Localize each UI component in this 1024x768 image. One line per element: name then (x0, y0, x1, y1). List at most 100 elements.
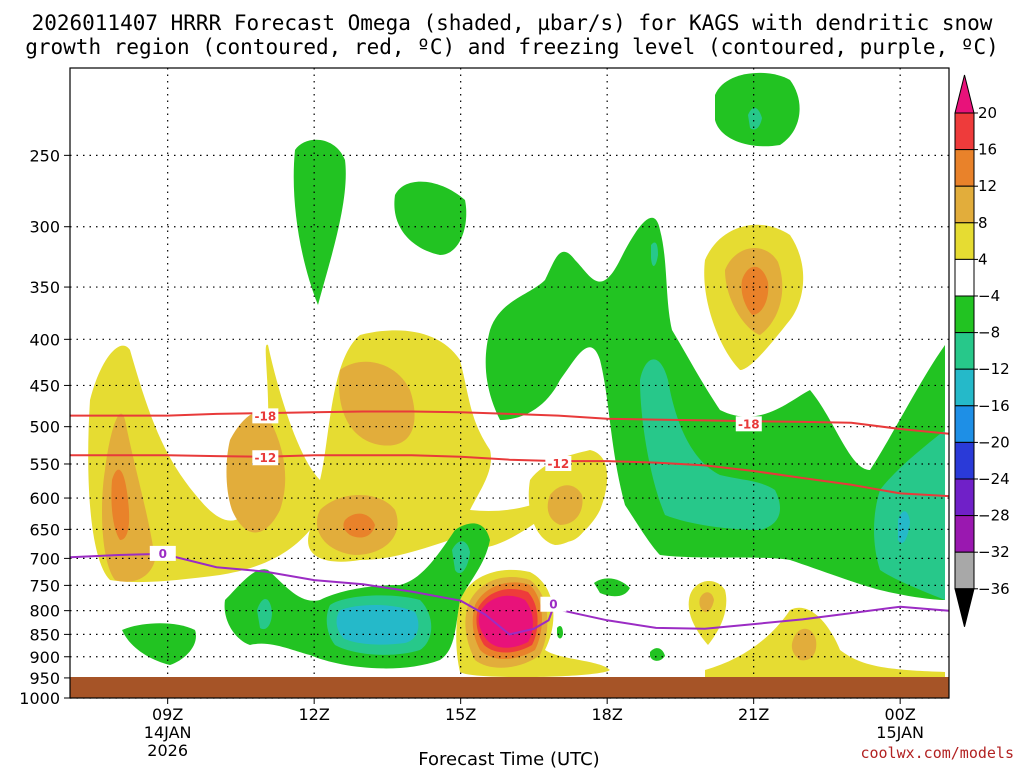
contour-label-bg (735, 416, 762, 432)
colorbar-top-arrow (954, 74, 975, 114)
plot-frame (69, 67, 950, 699)
shade-down-bottom-mid-3 (336, 604, 419, 645)
colorbar-bin (954, 551, 975, 590)
x-tick-label: 09Z (152, 705, 183, 724)
y-tick-label: 850 (29, 625, 60, 644)
y-tick-label: 950 (29, 669, 60, 688)
shade-down-15z (452, 541, 470, 574)
colorbar-label: −8 (978, 324, 1000, 342)
colorbar-bin (954, 515, 975, 553)
y-tick-label: 250 (29, 146, 60, 165)
x-tick-label: 18Z (592, 705, 623, 724)
colorbar-bin (954, 149, 975, 187)
contour-label: -18 (738, 417, 760, 431)
colorbar-bin (954, 405, 975, 443)
colorbar-label: 16 (978, 141, 997, 159)
shade-up-left-mid2 (226, 411, 286, 533)
shade-down-small-c (651, 242, 658, 266)
y-tick-label: 700 (29, 549, 60, 568)
contour-label: 0 (549, 598, 557, 612)
colorbar-bin (954, 368, 975, 407)
y-axis: 250 300 350 400 450 500 550 600 650 700 750 800 850 9… (19, 146, 70, 708)
grid-lines (70, 68, 949, 699)
y-tick-label: 500 (29, 418, 60, 437)
colorbar: 20 16 12 8 4 −4 −8 −12 −16 −20 −24 −28 −32 −36 (954, 74, 1010, 627)
colorbar-bin (954, 441, 975, 480)
chart-title-line2: growth region (contoured, red, ºC) and f… (25, 35, 999, 59)
shade-up-mid-right-core (547, 485, 583, 525)
x-tick-date: 15JAN (876, 723, 924, 742)
shade-down-small-b (650, 648, 665, 661)
contour-label-bg (252, 408, 279, 424)
contour-label-bg (545, 455, 572, 471)
shade-up-core-left (111, 469, 130, 540)
shade-up-right-top-core (741, 266, 769, 315)
shade-up-right-small-core (699, 592, 714, 612)
x-tick-date: 14JAN (144, 723, 192, 742)
y-tick-label: 750 (29, 576, 60, 595)
y-tick-label: 600 (29, 489, 60, 508)
x-tick-label: 12Z (299, 705, 330, 724)
colorbar-label: −28 (978, 507, 1010, 525)
shade-down-bottom-left (122, 623, 196, 665)
contour-label: -18 (254, 409, 276, 423)
contour-label: -12 (547, 457, 569, 471)
colorbar-label: −36 (978, 580, 1010, 598)
shade-down-18z (594, 578, 630, 597)
colorbar-label: 12 (978, 177, 997, 195)
contour-label: 0 (159, 547, 167, 561)
shade-down-right-edge-core (898, 511, 910, 544)
watermark: coolwx.com/models (860, 744, 1014, 762)
shade-up-mid3 (339, 361, 415, 446)
contour-label: -12 (254, 451, 276, 465)
shade-up-bottom-right (705, 607, 945, 680)
y-tick-label: 800 (29, 602, 60, 621)
colorbar-label: 8 (978, 214, 988, 232)
x-axis-label: Forecast Time (UTC) (418, 749, 599, 768)
contour-label-bg (540, 596, 567, 612)
x-tick-label: 15Z (445, 705, 476, 724)
colorbar-label: −24 (978, 470, 1010, 488)
contour-freezing-level-0 (70, 552, 949, 636)
y-tick-label: 1000 (19, 689, 60, 708)
shade-down-right-edge (874, 430, 945, 600)
colorbar-label: −4 (978, 287, 1000, 305)
shade-up-right-small (688, 580, 727, 645)
colorbar-bin (954, 478, 975, 517)
colorbar-bottom-arrow (954, 588, 975, 627)
ground-surface (70, 677, 949, 698)
colorbar-label: 4 (978, 250, 988, 268)
shade-down-big-right (485, 217, 945, 600)
shade-up-core-mid (343, 513, 375, 538)
colorbar-label: −32 (978, 543, 1010, 561)
colorbar-bin (954, 185, 975, 224)
contour-label-bg (149, 545, 176, 561)
shade-down-top-right-core (748, 107, 762, 130)
y-tick-label: 650 (29, 520, 60, 539)
colorbar-bin (954, 295, 975, 334)
colorbar-label: 20 (978, 104, 997, 122)
shade-down-top-left (293, 139, 346, 305)
shade-down-big-right-2 (640, 359, 780, 530)
colorbar-label: −16 (978, 397, 1010, 415)
y-tick-label: 900 (29, 648, 60, 667)
shade-down-top-mid (394, 181, 467, 255)
omega-shading (88, 72, 945, 680)
chart-title-line1: 2026011407 HRRR Forecast Omega (shaded, … (32, 11, 993, 35)
colorbar-bin (954, 112, 975, 151)
contour-label-bg (252, 450, 279, 466)
y-tick-label: 350 (29, 278, 60, 297)
colorbar-label: −12 (978, 360, 1010, 378)
colorbar-bin (954, 222, 975, 260)
shade-up-bottom-right-mid (791, 628, 817, 661)
x-tick-label: 21Z (738, 705, 769, 724)
x-tick-year: 2026 (147, 741, 188, 760)
shade-down-small-a (557, 626, 563, 639)
colorbar-bin (954, 258, 975, 297)
contour-lines: -18 -18 -12 -12 0 0 (70, 408, 949, 636)
y-tick-label: 450 (29, 376, 60, 395)
colorbar-label: −20 (978, 433, 1010, 451)
colorbar-bin (954, 332, 975, 370)
